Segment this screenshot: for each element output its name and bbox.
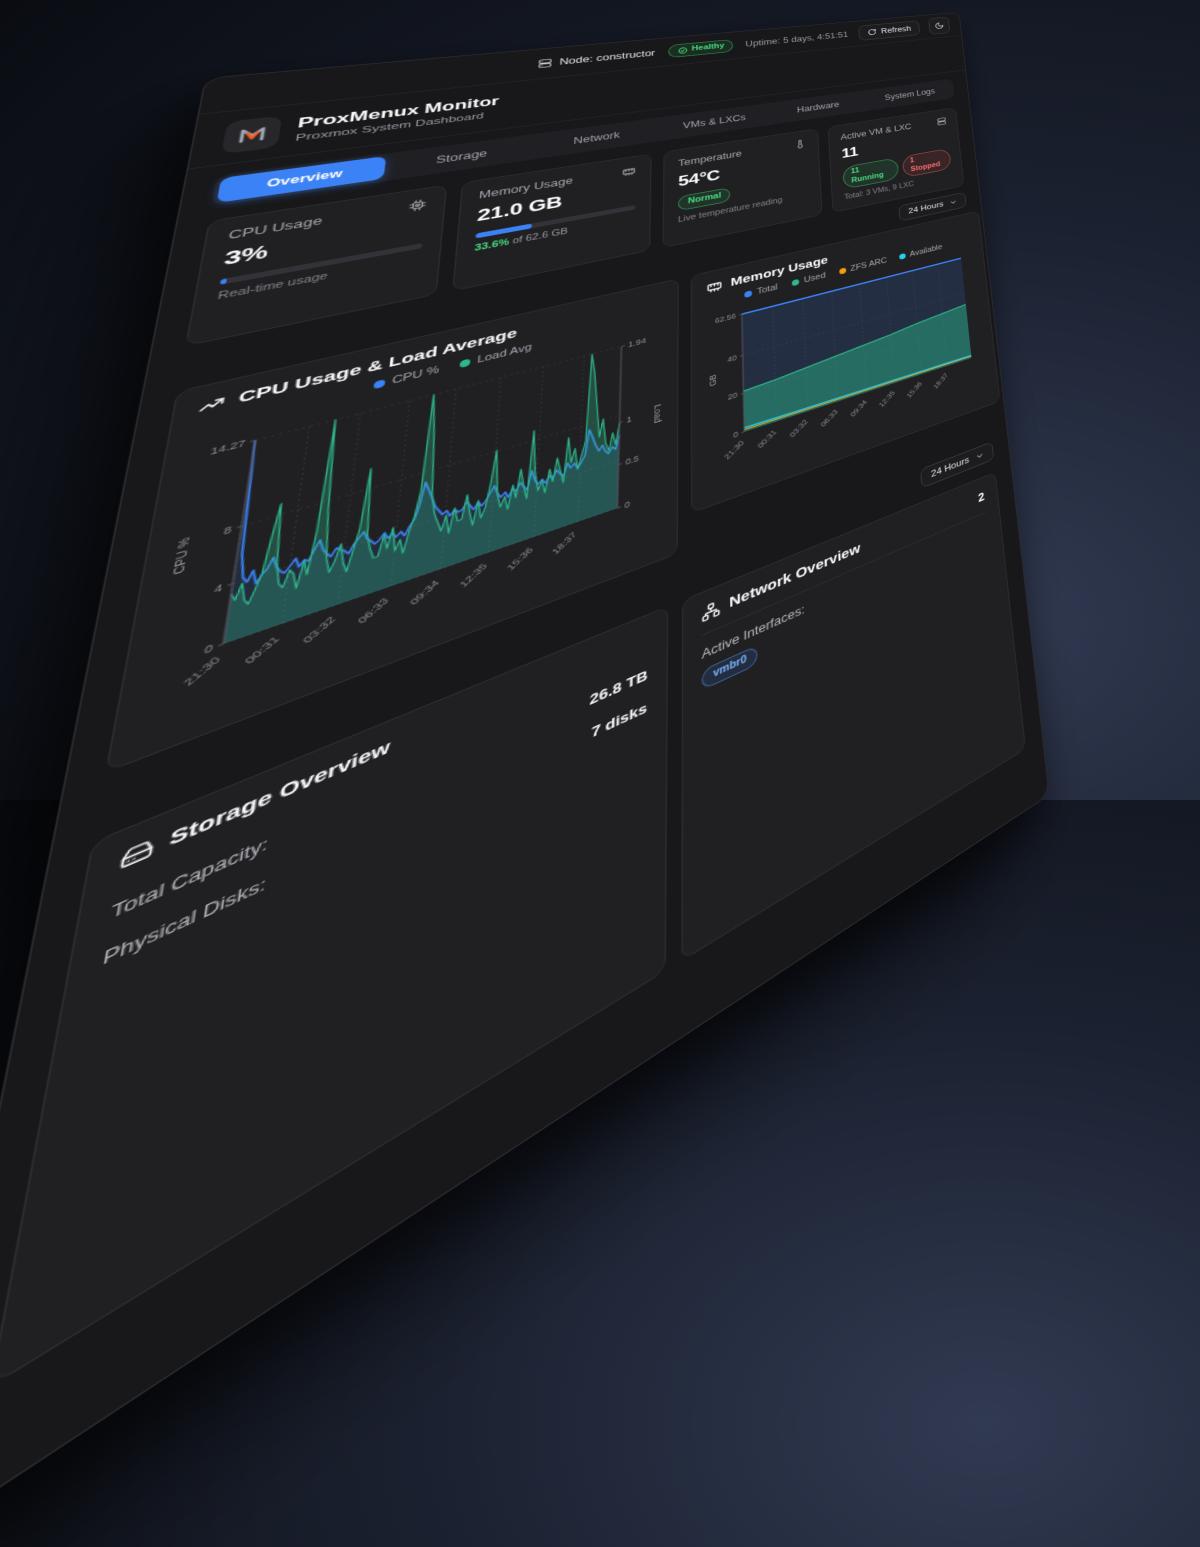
svg-text:0: 0 bbox=[624, 500, 630, 511]
check-circle-icon bbox=[678, 46, 688, 54]
proxmenux-m-icon bbox=[233, 123, 272, 147]
svg-text:0: 0 bbox=[203, 643, 213, 657]
svg-text:18:37: 18:37 bbox=[932, 372, 949, 390]
svg-text:00:31: 00:31 bbox=[756, 429, 778, 450]
svg-text:18:37: 18:37 bbox=[550, 531, 578, 556]
svg-text:00:31: 00:31 bbox=[243, 635, 282, 666]
memory-icon bbox=[706, 278, 723, 295]
svg-text:CPU %: CPU % bbox=[168, 535, 193, 577]
moon-icon bbox=[934, 21, 944, 30]
dashboard-panel: Node: constructor Healthy Uptime: 5 days… bbox=[0, 12, 1050, 1547]
svg-text:03:32: 03:32 bbox=[788, 419, 809, 439]
svg-text:15:36: 15:36 bbox=[906, 381, 924, 399]
node-label: Node: constructor bbox=[559, 48, 655, 67]
server-icon bbox=[538, 58, 554, 69]
refresh-button[interactable]: Refresh bbox=[858, 20, 920, 40]
health-badge: Healthy bbox=[668, 39, 733, 58]
svg-text:06:33: 06:33 bbox=[819, 409, 839, 429]
svg-text:21:30: 21:30 bbox=[182, 656, 223, 688]
svg-text:21:30: 21:30 bbox=[723, 440, 746, 461]
svg-text:GB: GB bbox=[707, 373, 718, 387]
svg-text:0.5: 0.5 bbox=[625, 455, 639, 468]
server-stack-icon bbox=[936, 116, 947, 126]
node-indicator: Node: constructor bbox=[538, 48, 656, 69]
svg-text:15:36: 15:36 bbox=[505, 546, 535, 572]
theme-toggle-button[interactable] bbox=[928, 17, 950, 35]
svg-text:8: 8 bbox=[223, 525, 233, 538]
cpu-icon bbox=[408, 198, 427, 212]
svg-text:12:35: 12:35 bbox=[458, 562, 489, 589]
svg-text:1: 1 bbox=[626, 415, 632, 425]
svg-text:4: 4 bbox=[213, 583, 223, 596]
svg-text:62.56: 62.56 bbox=[715, 313, 736, 326]
network-icon bbox=[701, 599, 720, 624]
svg-text:12:35: 12:35 bbox=[878, 390, 897, 409]
trending-up-icon bbox=[196, 393, 227, 417]
app-logo bbox=[221, 116, 282, 154]
svg-text:09:34: 09:34 bbox=[849, 399, 869, 418]
refresh-icon bbox=[867, 28, 876, 36]
chevron-down-icon bbox=[975, 450, 984, 462]
memory-icon bbox=[622, 165, 637, 178]
thermometer-icon bbox=[794, 139, 806, 150]
chevron-down-icon bbox=[949, 198, 958, 207]
svg-text:Load: Load bbox=[652, 403, 663, 425]
svg-text:06:33: 06:33 bbox=[356, 597, 391, 626]
network-interfaces-count: 2 bbox=[977, 489, 984, 504]
svg-text:09:34: 09:34 bbox=[408, 579, 441, 607]
svg-text:20: 20 bbox=[728, 392, 738, 403]
svg-text:14.27: 14.27 bbox=[210, 439, 247, 458]
uptime-text: Uptime: 5 days, 4:51:51 bbox=[745, 30, 848, 48]
svg-text:0: 0 bbox=[733, 430, 738, 439]
svg-text:03:32: 03:32 bbox=[301, 615, 338, 645]
svg-text:1.94: 1.94 bbox=[628, 337, 646, 349]
svg-text:40: 40 bbox=[727, 354, 737, 364]
hard-drive-icon bbox=[118, 835, 156, 873]
